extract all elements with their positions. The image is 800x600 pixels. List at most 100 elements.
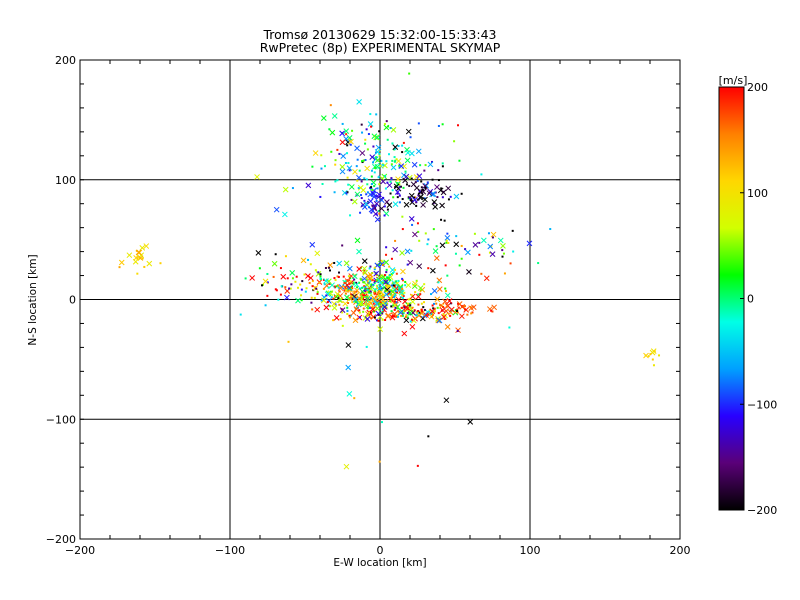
data-point-cross (377, 326, 384, 333)
data-point (417, 230, 420, 233)
colorbar-unit-label: [m/s] (719, 74, 748, 87)
data-point (311, 308, 314, 311)
data-point (407, 298, 410, 301)
data-point (352, 281, 355, 284)
data-point (370, 277, 373, 280)
data-point-cross (363, 201, 369, 207)
data-point (284, 255, 287, 258)
data-point-cross (366, 275, 373, 282)
data-point-cross (352, 296, 359, 303)
data-point-cross (439, 242, 446, 249)
data-point-cross (331, 113, 338, 119)
data-point (441, 162, 444, 165)
data-point-cross (262, 278, 269, 285)
data-point-cross (398, 163, 405, 169)
data-point (458, 159, 461, 162)
data-point (415, 314, 418, 317)
data-point (341, 324, 344, 327)
data-point (392, 196, 395, 199)
data-point-cross (377, 280, 384, 286)
data-point (382, 309, 385, 312)
data-point-cross (373, 301, 380, 307)
data-point (361, 296, 364, 299)
data-point-cross (376, 277, 383, 284)
data-point (346, 152, 349, 155)
data-point-cross (344, 294, 350, 301)
chart-title: Tromsø 20130629 15:32:00-15:33:43 (262, 27, 496, 42)
data-point (368, 288, 371, 291)
data-point (471, 311, 474, 314)
data-point (315, 287, 318, 290)
data-point (371, 298, 374, 301)
data-point (323, 165, 326, 168)
data-point-cross (459, 303, 466, 310)
data-point (324, 266, 327, 269)
x-axis-label: E-W location [km] (333, 557, 426, 569)
data-point (377, 289, 380, 292)
data-point (328, 269, 331, 272)
data-point (398, 201, 401, 204)
data-point (264, 304, 267, 307)
data-point (284, 286, 287, 289)
data-point (406, 316, 409, 319)
data-point-cross (331, 304, 338, 311)
data-point-cross (289, 270, 296, 276)
data-point (244, 277, 247, 280)
data-point (382, 299, 385, 302)
data-point (305, 287, 308, 290)
data-point (386, 290, 389, 293)
data-point-cross (369, 154, 376, 160)
data-point (291, 187, 294, 190)
data-point (291, 277, 294, 280)
data-point (360, 298, 363, 301)
data-point (419, 289, 422, 292)
data-point-cross (439, 307, 446, 313)
data-point (374, 288, 377, 291)
data-point (363, 269, 366, 272)
data-point (346, 312, 349, 315)
data-point (511, 229, 514, 232)
data-point (353, 397, 356, 400)
data-point (336, 284, 339, 287)
data-point (411, 223, 414, 226)
data-point (384, 318, 387, 321)
data-point (411, 306, 414, 309)
data-point-cross (399, 250, 405, 256)
data-point (337, 276, 340, 279)
data-point-cross (413, 185, 420, 191)
data-point (349, 214, 352, 217)
data-point (418, 311, 421, 314)
data-point-cross (327, 262, 334, 268)
data-point (436, 196, 439, 199)
data-point (391, 159, 394, 162)
data-point (378, 274, 381, 277)
data-point (325, 294, 328, 297)
data-point-cross (382, 279, 389, 285)
data-point-cross (368, 285, 374, 292)
data-point (443, 318, 446, 321)
data-point (427, 267, 430, 270)
data-point (364, 288, 367, 291)
data-point-cross (356, 266, 363, 272)
data-point-cross (368, 206, 375, 213)
data-point-cross (392, 302, 398, 308)
data-point (362, 310, 365, 313)
data-point (311, 165, 314, 168)
data-point (445, 241, 448, 244)
data-point (457, 302, 460, 305)
data-point-cross (390, 288, 396, 295)
x-tick-label: −200 (65, 544, 95, 557)
data-point (362, 297, 365, 300)
data-point (345, 289, 348, 292)
data-point-cross (139, 245, 146, 251)
data-point (361, 204, 364, 207)
data-point (410, 198, 413, 201)
data-point (294, 280, 297, 283)
data-point (414, 291, 417, 294)
data-point (392, 284, 395, 287)
data-point (392, 296, 395, 299)
data-point-cross (491, 304, 498, 311)
data-point (376, 287, 379, 290)
data-point (361, 160, 364, 163)
data-point (391, 189, 394, 192)
